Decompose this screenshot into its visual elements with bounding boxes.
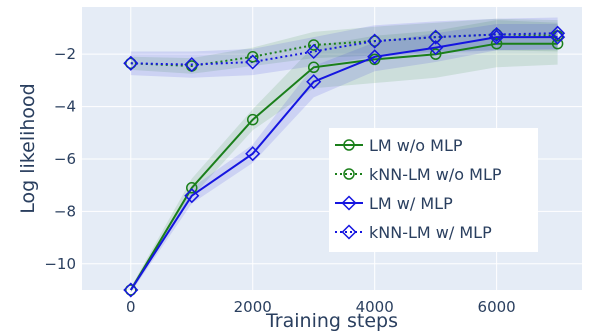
y-tick-label: −8	[54, 202, 76, 220]
series-line	[129, 42, 558, 291]
data-point-marker	[245, 146, 261, 162]
data-point-marker	[306, 43, 322, 60]
x-tick-label: 0	[126, 298, 136, 316]
x-axis-title: Training steps	[265, 310, 398, 332]
legend-marker	[343, 168, 355, 180]
legend-label: LM w/ MLP	[369, 194, 453, 213]
x-axis-ticks: 0 2000 4000 6000	[126, 298, 516, 316]
legend-label: kNN-LM w/ MLP	[369, 223, 492, 242]
data-point-marker	[306, 74, 322, 90]
legend-box	[329, 128, 538, 252]
data-point-marker	[307, 39, 320, 51]
data-point-marker	[489, 29, 505, 45]
legend-marker	[341, 195, 357, 211]
data-point-marker	[490, 37, 503, 50]
series-line	[130, 32, 558, 66]
confidence-band	[130, 24, 558, 293]
data-point-marker	[245, 54, 261, 70]
y-axis-title: Log likelihood	[17, 83, 39, 213]
legend-label: LM w/o MLP	[369, 136, 463, 155]
x-tick-label: 4000	[356, 298, 394, 316]
data-point-marker	[184, 57, 200, 73]
data-point-marker	[184, 188, 200, 204]
data-point-marker	[186, 182, 198, 194]
legend-marker	[343, 139, 355, 151]
data-point-marker	[428, 40, 444, 56]
data-point-marker	[246, 51, 259, 63]
series-lines	[129, 32, 558, 291]
y-axis-ticks: −10 −8 −6 −4 −2	[44, 45, 76, 273]
confidence-band	[130, 20, 558, 293]
data-point-marker	[367, 33, 383, 49]
data-point-marker	[489, 26, 505, 43]
data-point-marker	[125, 57, 137, 70]
data-point-marker	[125, 284, 137, 296]
data-point-marker	[368, 35, 381, 47]
data-point-marker	[123, 55, 139, 71]
data-point-marker	[368, 53, 381, 66]
data-point-marker	[428, 29, 444, 45]
legend-label: kNN-LM w/o MLP	[369, 165, 502, 184]
data-point-marker	[246, 113, 259, 126]
y-tick-label: −4	[54, 98, 76, 116]
confidence-band	[130, 18, 558, 74]
legend-marker	[341, 224, 357, 240]
y-tick-label: −6	[54, 150, 76, 168]
legend: LM w/o MLP kNN-LM w/o MLP LM w/ MLP kNN-LM …	[329, 128, 538, 252]
data-point-marker	[123, 282, 139, 298]
confidence-bands	[130, 17, 558, 293]
series-markers	[123, 25, 566, 298]
x-tick-label: 2000	[234, 298, 272, 316]
data-point-marker	[429, 48, 442, 60]
data-point-marker	[307, 61, 320, 74]
data-point-marker	[367, 49, 383, 65]
x-tick-label: 6000	[478, 298, 516, 316]
series-line	[129, 36, 558, 291]
y-tick-label: −10	[44, 255, 76, 273]
data-point-marker	[550, 25, 566, 41]
y-tick-label: −2	[54, 45, 76, 63]
